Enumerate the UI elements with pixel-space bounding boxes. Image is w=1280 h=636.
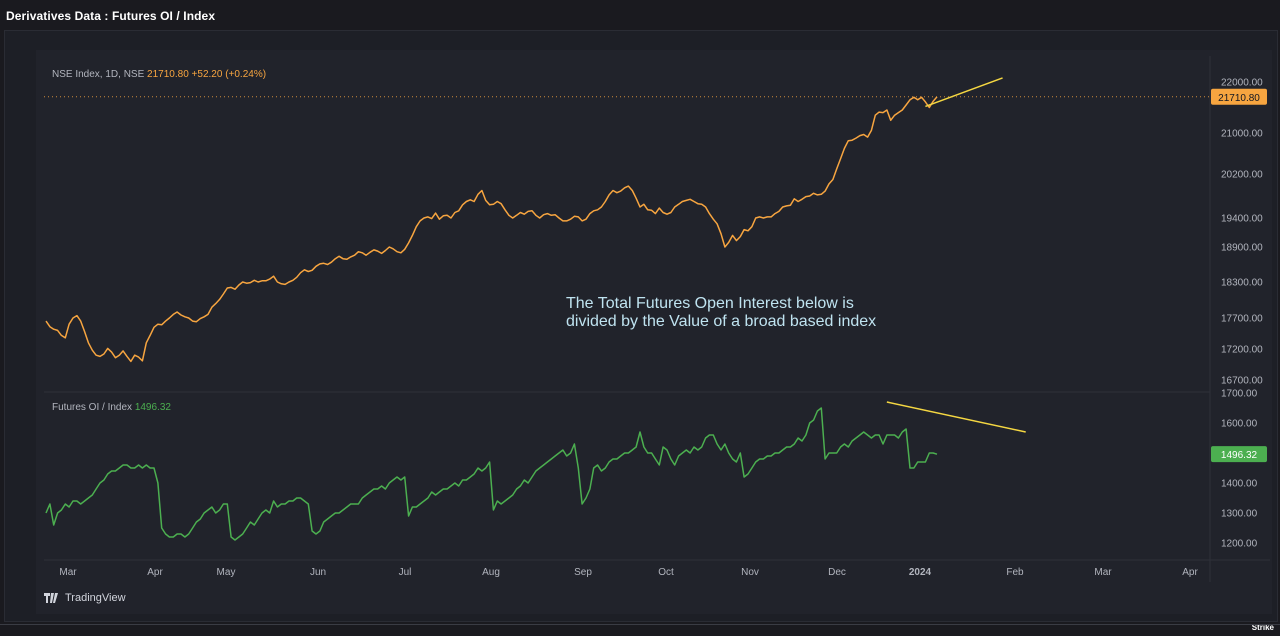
x-tick-label: Jun [310, 567, 326, 578]
oi-last-value-label: 1496.32 [1221, 450, 1258, 461]
top-legend-change: +52.20 (+0.24%) [192, 69, 267, 80]
x-tick-label: Apr [1182, 567, 1198, 578]
top-y-tick-label: 20200.00 [1221, 170, 1263, 181]
top-y-tick-label: 18300.00 [1221, 278, 1263, 289]
x-tick-label: Mar [59, 567, 77, 578]
x-tick-label: May [217, 567, 236, 578]
oi-last-value-badge [1211, 446, 1267, 463]
index-last-value-label: 21710.80 [1218, 93, 1260, 104]
x-tick-label: Sep [574, 567, 592, 578]
top-y-tick-label: 17700.00 [1221, 314, 1263, 325]
nse-index-line [45, 96, 938, 363]
brand-label: TradingView [65, 592, 126, 604]
top-y-tick-label: 16700.00 [1221, 376, 1263, 387]
divider [0, 624, 1280, 625]
x-tick-label: Feb [1006, 567, 1024, 578]
bottom-legend-last: 1496.32 [135, 402, 172, 413]
tradingview-logo-icon [44, 593, 58, 603]
bottom-y-tick-label: 1600.00 [1221, 419, 1258, 430]
x-tick-label: Nov [741, 567, 759, 578]
annotation-line: divided by the Value of a broad based in… [566, 313, 876, 330]
oi-trendline [886, 401, 1026, 433]
x-tick-label: Jul [399, 567, 412, 578]
bottom-legend-name: Futures OI / Index [52, 402, 135, 413]
annotation-line: The Total Futures Open Interest below is [566, 295, 854, 312]
bottom-y-tick-label: 1200.00 [1221, 539, 1258, 550]
top-y-tick-label: 19400.00 [1221, 214, 1263, 225]
index-last-value-badge [1211, 88, 1267, 105]
x-tick-label: Apr [147, 567, 163, 578]
top-y-tick-label: 17200.00 [1221, 345, 1263, 356]
top-y-tick-label: 21000.00 [1221, 129, 1263, 140]
top-y-tick-label: 22000.00 [1221, 78, 1263, 89]
x-tick-label: Oct [658, 567, 674, 578]
bottom-y-tick-label: 1700.00 [1221, 389, 1258, 400]
app-title: Derivatives Data : Futures OI / Index [6, 9, 216, 23]
top-legend: NSE Index, 1D, NSE 21710.80 +52.20 (+0.2… [52, 69, 266, 80]
chart-panel [36, 50, 1272, 614]
top-legend-name: NSE Index, 1D, NSE [52, 69, 147, 80]
x-tick-label: Aug [482, 567, 500, 578]
x-tick-label: Mar [1094, 567, 1112, 578]
bottom-y-tick-label: 1400.00 [1221, 479, 1258, 490]
index-trendline [925, 77, 1003, 108]
x-tick-label: Dec [828, 567, 846, 578]
bottom-legend: Futures OI / Index 1496.32 [52, 402, 171, 413]
top-y-tick-label: 18900.00 [1221, 243, 1263, 254]
tradingview-brand[interactable]: TradingView [44, 592, 126, 604]
x-tick-label: 2024 [909, 567, 932, 578]
footer-brand: Strike [1251, 623, 1274, 632]
bottom-y-tick-label: 1300.00 [1221, 509, 1258, 520]
top-legend-last: 21710.80 [147, 69, 192, 80]
futures-oi-line [45, 407, 938, 541]
